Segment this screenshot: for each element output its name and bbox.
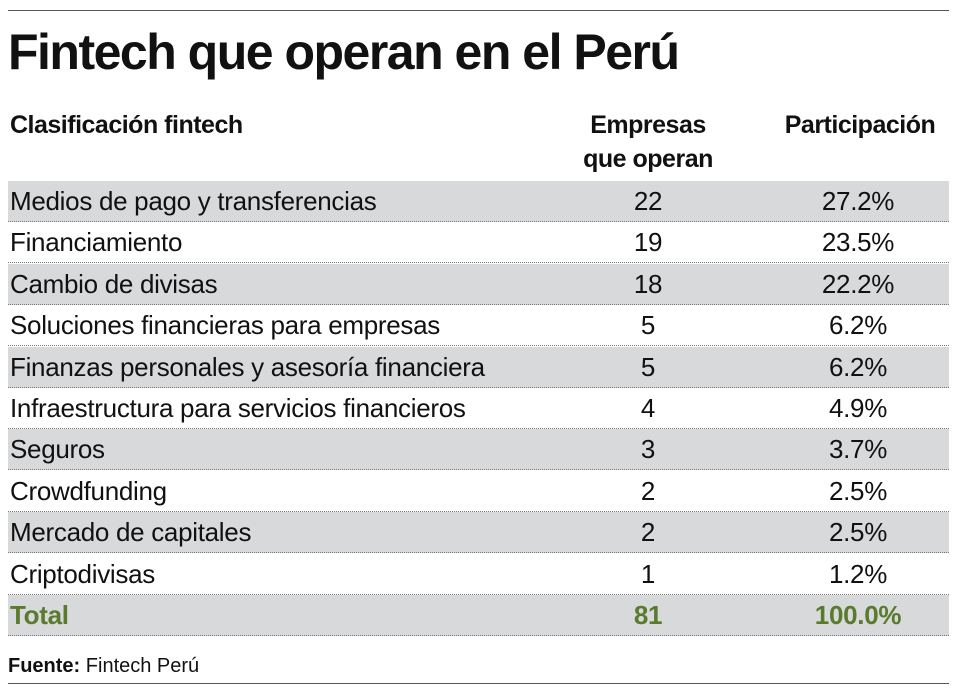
table-row: Crowdfunding 2 2.5% bbox=[8, 471, 949, 512]
table-cell: 3 bbox=[640, 434, 656, 465]
table-cell: Financiamiento bbox=[10, 227, 183, 258]
column-header: Participación bbox=[784, 111, 936, 139]
table-row: Medios de pago y transferencias 22 27.2% bbox=[8, 181, 949, 222]
table-cell: 19 bbox=[633, 227, 663, 258]
table-cell: 22 bbox=[633, 186, 663, 216]
table-row: Soluciones financieras para empresas 5 6.2… bbox=[8, 305, 949, 347]
table-cell: 2.5% bbox=[828, 517, 888, 548]
table-cell: Crowdfunding bbox=[10, 475, 167, 506]
table-cell: 27.2% bbox=[821, 186, 895, 216]
source-text: Fintech Perú bbox=[85, 655, 200, 677]
table-cell: 3.7% bbox=[828, 434, 888, 465]
table-row: Financiamiento 19 23.5% bbox=[8, 222, 949, 264]
table-row: Total 81 100.0% bbox=[8, 595, 949, 636]
table-cell: 23.5% bbox=[821, 227, 895, 258]
table-cell: Criptodivisas bbox=[10, 558, 155, 589]
table-cell: 2.5% bbox=[828, 475, 888, 506]
source-label: Fuente: bbox=[8, 655, 81, 677]
title: Fintech que operan en el Perú bbox=[8, 24, 680, 80]
column-header: Clasificación fintech bbox=[10, 111, 243, 139]
table-cell: Mercado de capitales bbox=[10, 517, 252, 548]
table-cell: 22.2% bbox=[821, 268, 895, 299]
table-cell: Seguros bbox=[10, 434, 105, 465]
top-rule bbox=[8, 10, 949, 11]
table-cell: 6.2% bbox=[828, 310, 888, 341]
table-cell: 1.2% bbox=[828, 558, 888, 589]
table-row: Finanzas personales y asesoría financier… bbox=[8, 346, 949, 388]
table-cell: Medios de pago y transferencias bbox=[10, 186, 377, 216]
table-cell: 4 bbox=[640, 393, 656, 423]
table-row: Criptodivisas 1 1.2% bbox=[8, 554, 949, 595]
table-cell: 1 bbox=[640, 558, 656, 589]
table-cell: 6.2% bbox=[828, 351, 888, 382]
table-cell: 100.0% bbox=[814, 600, 902, 630]
table-cell: Soluciones financieras para empresas bbox=[10, 310, 440, 341]
table-cell: 5 bbox=[640, 310, 656, 341]
table-row: Mercado de capitales 2 2.5% bbox=[8, 512, 949, 554]
table-cell: 2 bbox=[640, 517, 656, 548]
source: Fuente: Fintech Perú bbox=[8, 654, 199, 678]
table-cell: Cambio de divisas bbox=[10, 268, 218, 299]
table-cell: 81 bbox=[633, 600, 663, 630]
table-row: Seguros 3 3.7% bbox=[8, 429, 949, 471]
table-cell: Total bbox=[10, 600, 69, 630]
table-cell: 2 bbox=[640, 475, 656, 506]
table-cell: 18 bbox=[633, 268, 663, 299]
column-header: Empresas que operan bbox=[583, 111, 713, 173]
table-row: Infraestructura para servicios financier… bbox=[8, 388, 949, 429]
table-cell: Infraestructura para servicios financier… bbox=[10, 393, 466, 423]
table-cell: Finanzas personales y asesoría financier… bbox=[10, 351, 485, 382]
bottom-rule bbox=[8, 683, 949, 684]
table-cell: 5 bbox=[640, 351, 656, 382]
table-cell: 4.9% bbox=[828, 393, 888, 423]
table-row: Cambio de divisas 18 22.2% bbox=[8, 263, 949, 305]
